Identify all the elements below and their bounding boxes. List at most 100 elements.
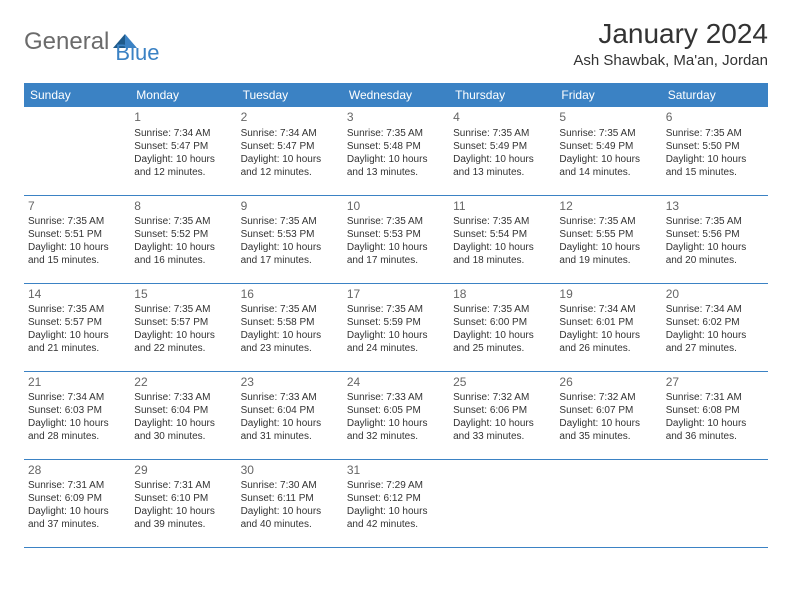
- day-number: 20: [666, 287, 764, 303]
- sunrise-label: Sunrise: 7:32 AM: [453, 391, 551, 404]
- calendar-day-cell: [662, 459, 768, 547]
- calendar-week-row: 21Sunrise: 7:34 AMSunset: 6:03 PMDayligh…: [24, 371, 768, 459]
- daylight-label: Daylight: 10 hours and 42 minutes.: [347, 505, 445, 531]
- sunset-label: Sunset: 5:50 PM: [666, 140, 764, 153]
- calendar-day-cell: [449, 459, 555, 547]
- sunrise-label: Sunrise: 7:34 AM: [134, 127, 232, 140]
- calendar-day-cell: 31Sunrise: 7:29 AMSunset: 6:12 PMDayligh…: [343, 459, 449, 547]
- sunset-label: Sunset: 6:04 PM: [241, 404, 339, 417]
- daylight-label: Daylight: 10 hours and 12 minutes.: [134, 153, 232, 179]
- sunset-label: Sunset: 6:02 PM: [666, 316, 764, 329]
- sunrise-label: Sunrise: 7:33 AM: [134, 391, 232, 404]
- daylight-label: Daylight: 10 hours and 39 minutes.: [134, 505, 232, 531]
- location-label: Ash Shawbak, Ma'an, Jordan: [573, 52, 768, 69]
- day-number: 23: [241, 375, 339, 391]
- sunset-label: Sunset: 5:48 PM: [347, 140, 445, 153]
- sunset-label: Sunset: 5:55 PM: [559, 228, 657, 241]
- calendar-day-cell: 16Sunrise: 7:35 AMSunset: 5:58 PMDayligh…: [237, 283, 343, 371]
- sunset-label: Sunset: 5:57 PM: [134, 316, 232, 329]
- day-number: 25: [453, 375, 551, 391]
- day-number: 26: [559, 375, 657, 391]
- day-number: 9: [241, 199, 339, 215]
- calendar-day-cell: 25Sunrise: 7:32 AMSunset: 6:06 PMDayligh…: [449, 371, 555, 459]
- logo: General Blue: [24, 18, 159, 66]
- calendar-week-row: 14Sunrise: 7:35 AMSunset: 5:57 PMDayligh…: [24, 283, 768, 371]
- weekday-header: Monday: [130, 83, 236, 107]
- calendar-day-cell: 8Sunrise: 7:35 AMSunset: 5:52 PMDaylight…: [130, 195, 236, 283]
- calendar-day-cell: 11Sunrise: 7:35 AMSunset: 5:54 PMDayligh…: [449, 195, 555, 283]
- calendar-day-cell: 7Sunrise: 7:35 AMSunset: 5:51 PMDaylight…: [24, 195, 130, 283]
- sunrise-label: Sunrise: 7:35 AM: [666, 127, 764, 140]
- calendar-week-row: 7Sunrise: 7:35 AMSunset: 5:51 PMDaylight…: [24, 195, 768, 283]
- sunrise-label: Sunrise: 7:35 AM: [559, 215, 657, 228]
- sunrise-label: Sunrise: 7:35 AM: [134, 215, 232, 228]
- sunrise-label: Sunrise: 7:34 AM: [241, 127, 339, 140]
- sunset-label: Sunset: 6:11 PM: [241, 492, 339, 505]
- day-number: 1: [134, 110, 232, 126]
- day-number: 5: [559, 110, 657, 126]
- logo-text-general: General: [24, 28, 109, 56]
- sunset-label: Sunset: 5:54 PM: [453, 228, 551, 241]
- calendar-day-cell: 29Sunrise: 7:31 AMSunset: 6:10 PMDayligh…: [130, 459, 236, 547]
- sunset-label: Sunset: 6:06 PM: [453, 404, 551, 417]
- calendar-day-cell: 10Sunrise: 7:35 AMSunset: 5:53 PMDayligh…: [343, 195, 449, 283]
- sunrise-label: Sunrise: 7:32 AM: [559, 391, 657, 404]
- calendar-week-row: 28Sunrise: 7:31 AMSunset: 6:09 PMDayligh…: [24, 459, 768, 547]
- calendar-day-cell: 4Sunrise: 7:35 AMSunset: 5:49 PMDaylight…: [449, 107, 555, 195]
- day-number: 15: [134, 287, 232, 303]
- daylight-label: Daylight: 10 hours and 20 minutes.: [666, 241, 764, 267]
- calendar-day-cell: 14Sunrise: 7:35 AMSunset: 5:57 PMDayligh…: [24, 283, 130, 371]
- sunset-label: Sunset: 5:49 PM: [559, 140, 657, 153]
- calendar-day-cell: 18Sunrise: 7:35 AMSunset: 6:00 PMDayligh…: [449, 283, 555, 371]
- sunrise-label: Sunrise: 7:35 AM: [347, 215, 445, 228]
- day-number: 7: [28, 199, 126, 215]
- sunrise-label: Sunrise: 7:35 AM: [453, 215, 551, 228]
- sunrise-label: Sunrise: 7:35 AM: [28, 303, 126, 316]
- sunrise-label: Sunrise: 7:35 AM: [559, 127, 657, 140]
- calendar-day-cell: 2Sunrise: 7:34 AMSunset: 5:47 PMDaylight…: [237, 107, 343, 195]
- calendar-day-cell: 6Sunrise: 7:35 AMSunset: 5:50 PMDaylight…: [662, 107, 768, 195]
- day-number: 27: [666, 375, 764, 391]
- day-number: 13: [666, 199, 764, 215]
- daylight-label: Daylight: 10 hours and 18 minutes.: [453, 241, 551, 267]
- daylight-label: Daylight: 10 hours and 15 minutes.: [28, 241, 126, 267]
- daylight-label: Daylight: 10 hours and 36 minutes.: [666, 417, 764, 443]
- daylight-label: Daylight: 10 hours and 14 minutes.: [559, 153, 657, 179]
- daylight-label: Daylight: 10 hours and 13 minutes.: [347, 153, 445, 179]
- calendar-day-cell: 20Sunrise: 7:34 AMSunset: 6:02 PMDayligh…: [662, 283, 768, 371]
- calendar-day-cell: 9Sunrise: 7:35 AMSunset: 5:53 PMDaylight…: [237, 195, 343, 283]
- day-number: 2: [241, 110, 339, 126]
- daylight-label: Daylight: 10 hours and 28 minutes.: [28, 417, 126, 443]
- calendar-day-cell: 1Sunrise: 7:34 AMSunset: 5:47 PMDaylight…: [130, 107, 236, 195]
- daylight-label: Daylight: 10 hours and 27 minutes.: [666, 329, 764, 355]
- sunset-label: Sunset: 5:53 PM: [347, 228, 445, 241]
- weekday-header: Saturday: [662, 83, 768, 107]
- daylight-label: Daylight: 10 hours and 26 minutes.: [559, 329, 657, 355]
- calendar-day-cell: [555, 459, 661, 547]
- sunset-label: Sunset: 6:12 PM: [347, 492, 445, 505]
- day-number: 17: [347, 287, 445, 303]
- day-number: 12: [559, 199, 657, 215]
- day-number: 29: [134, 463, 232, 479]
- day-number: 21: [28, 375, 126, 391]
- day-number: 4: [453, 110, 551, 126]
- calendar-day-cell: 12Sunrise: 7:35 AMSunset: 5:55 PMDayligh…: [555, 195, 661, 283]
- sunset-label: Sunset: 6:05 PM: [347, 404, 445, 417]
- sunrise-label: Sunrise: 7:33 AM: [241, 391, 339, 404]
- sunset-label: Sunset: 5:52 PM: [134, 228, 232, 241]
- daylight-label: Daylight: 10 hours and 30 minutes.: [134, 417, 232, 443]
- sunset-label: Sunset: 6:03 PM: [28, 404, 126, 417]
- calendar-day-cell: 23Sunrise: 7:33 AMSunset: 6:04 PMDayligh…: [237, 371, 343, 459]
- weekday-header: Friday: [555, 83, 661, 107]
- daylight-label: Daylight: 10 hours and 24 minutes.: [347, 329, 445, 355]
- sunrise-label: Sunrise: 7:35 AM: [347, 303, 445, 316]
- logo-text-blue: Blue: [115, 40, 159, 66]
- calendar-day-cell: 30Sunrise: 7:30 AMSunset: 6:11 PMDayligh…: [237, 459, 343, 547]
- sunrise-label: Sunrise: 7:35 AM: [453, 127, 551, 140]
- day-number: 3: [347, 110, 445, 126]
- sunset-label: Sunset: 5:53 PM: [241, 228, 339, 241]
- daylight-label: Daylight: 10 hours and 32 minutes.: [347, 417, 445, 443]
- calendar-day-cell: [24, 107, 130, 195]
- daylight-label: Daylight: 10 hours and 13 minutes.: [453, 153, 551, 179]
- calendar-day-cell: 13Sunrise: 7:35 AMSunset: 5:56 PMDayligh…: [662, 195, 768, 283]
